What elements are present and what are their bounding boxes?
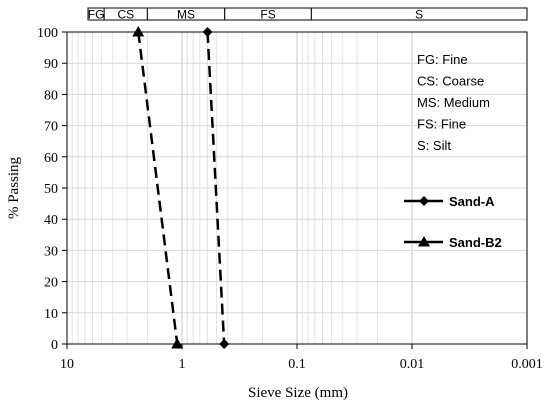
legend-label-sand-b2: Sand-B2 [449,235,502,250]
classification-notes: FG: Fine CS: Coarse MS: Medium FS: Fine S: S… [417,52,490,153]
y-tick-label: 70 [44,120,58,135]
x-tick-label: 10 [60,357,74,372]
note-text: FG: Fine [417,52,468,67]
legend-marker-sand-a [419,196,429,206]
band-label: CS [117,8,134,22]
band-label: MS [177,8,195,22]
y-tick-label: 10 [44,307,58,322]
x-axis-ticks: 10 1 0.1 0.01 0.001 [60,344,543,372]
note-text: S: Silt [417,138,451,153]
x-tick-label: 0.1 [288,357,306,372]
band-label: FS [260,8,275,22]
series-point-sand-a [203,27,213,37]
y-tick-label: 40 [44,213,58,228]
y-axis-title: % Passing [6,156,22,219]
y-tick-label: 80 [44,88,58,103]
band-label: FG [88,8,105,22]
soil-classification-bar: FG CS MS FS S [88,8,527,22]
y-tick-label: 50 [44,182,58,197]
x-axis-title: Sieve Size (mm) [248,385,348,401]
note-text: FS: Fine [417,117,466,132]
y-tick-label: 60 [44,151,58,166]
band-label: S [415,8,423,22]
x-tick-label: 1 [179,357,186,372]
x-tick-label: 0.001 [511,357,543,372]
series-point-sand-b2 [132,26,144,37]
legend: Sand-A Sand-B2 [404,194,502,250]
x-tick-label: 0.01 [400,357,425,372]
y-tick-label: 20 [44,276,58,291]
y-tick-label: 90 [44,57,58,72]
y-tick-label: 100 [37,26,58,41]
legend-label-sand-a: Sand-A [449,194,495,209]
y-tick-label: 30 [44,244,58,259]
note-text: MS: Medium [417,95,490,110]
series-point-sand-b2 [171,338,183,349]
y-axis-ticks: 0 10 20 30 40 50 60 70 80 90 100 [37,26,67,353]
note-text: CS: Coarse [417,74,484,89]
y-tick-label: 0 [51,338,58,353]
